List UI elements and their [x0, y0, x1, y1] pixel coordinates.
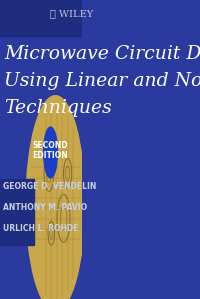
Text: Ⓣ WILEY: Ⓣ WILEY [50, 9, 93, 18]
Text: URLICH L. ROHDE: URLICH L. ROHDE [3, 224, 79, 233]
Text: ANTHONY M. PAVIO: ANTHONY M. PAVIO [3, 203, 87, 212]
Text: Using Linear and Nonlinear: Using Linear and Nonlinear [4, 72, 200, 90]
Bar [0, 0, 82, 36]
Text: EDITION: EDITION [33, 151, 68, 160]
Text: SECOND: SECOND [33, 141, 68, 150]
Text: Microwave Circuit Design: Microwave Circuit Design [4, 45, 200, 63]
Bar [0, 179, 34, 245]
Text: GEORGE D. VENDELIN: GEORGE D. VENDELIN [3, 182, 97, 191]
Circle shape [26, 96, 85, 299]
Circle shape [44, 127, 57, 178]
Text: Techniques: Techniques [4, 99, 112, 117]
